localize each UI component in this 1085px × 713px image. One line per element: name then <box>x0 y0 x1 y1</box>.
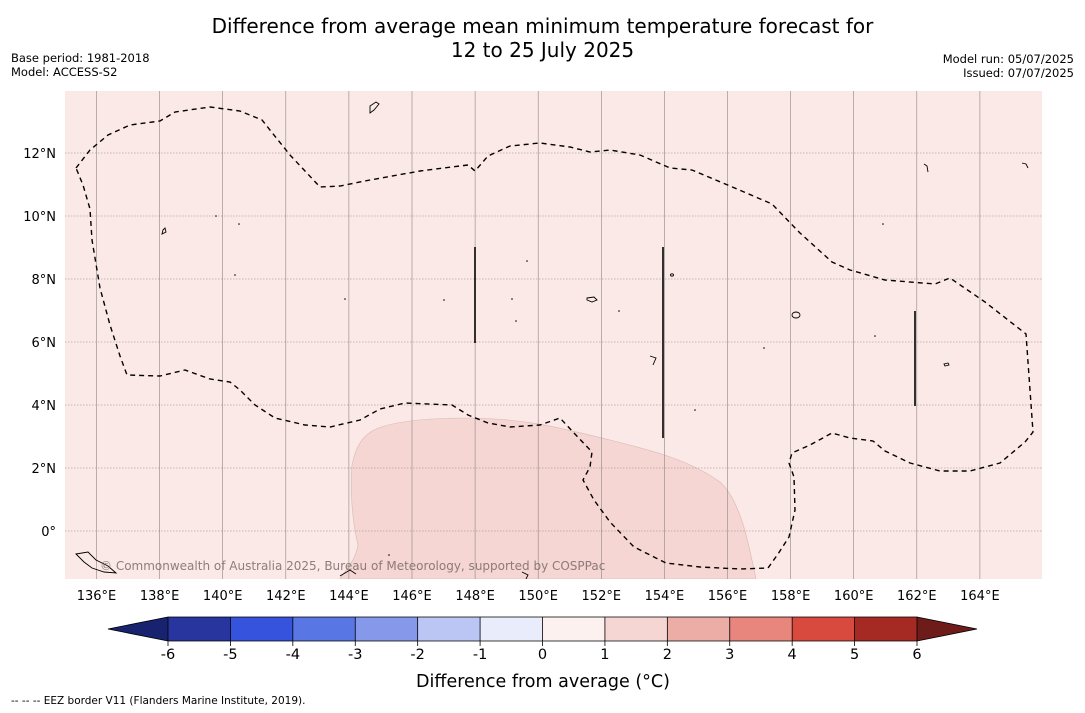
islet-dot <box>882 223 884 225</box>
islet-dot <box>694 409 696 411</box>
latitude-label: 10°N <box>23 210 56 225</box>
colorbar-tick-label: 5 <box>850 647 859 663</box>
longitude-label: 152°E <box>582 589 622 604</box>
colorbar-over-arrow <box>917 617 977 641</box>
longitude-label: 140°E <box>203 589 243 604</box>
colorbar-under-arrow <box>108 617 168 641</box>
islet-dot <box>238 223 240 225</box>
colorbar-cell <box>729 617 793 641</box>
model-run: Model run: 05/07/2025 <box>942 52 1074 66</box>
longitude-label: 154°E <box>645 589 685 604</box>
colorbar-tick-label: -1 <box>473 647 487 663</box>
longitude-labels: 136°E 138°E 140°E 142°E 144°E 146°E 148°E 150°E… <box>77 589 1000 604</box>
colorbar-tick-label: -6 <box>161 647 175 663</box>
island-outline <box>586 296 598 303</box>
latitude-label: 0° <box>41 525 56 540</box>
colorbar: -6 -5 -4 -3 -2 -1 0 1 2 3 4 5 6 Difference from aver… <box>107 616 978 692</box>
islet-dot <box>215 215 217 217</box>
longitude-label: 164°E <box>960 589 1000 604</box>
longitude-label: 138°E <box>140 589 180 604</box>
latitude-label: 4°N <box>32 399 57 414</box>
latitude-label: 8°N <box>32 273 57 288</box>
islet-dot <box>874 335 876 337</box>
colorbar-cells <box>168 617 918 641</box>
meta-right: Model run: 05/07/2025 Issued: 07/07/2025 <box>943 52 1074 80</box>
latitude-label: 12°N <box>23 147 56 162</box>
latitude-label: 2°N <box>32 462 57 477</box>
longitude-label: 148°E <box>455 589 495 604</box>
colorbar-cell <box>854 617 918 641</box>
longitude-gridlines <box>96 91 981 579</box>
colorbar-cell <box>480 617 543 641</box>
colorbar-tick-label: -4 <box>286 647 300 663</box>
colorbar-cell <box>168 617 231 641</box>
longitude-label: 142°E <box>266 589 306 604</box>
islet-dot <box>511 298 513 300</box>
issued-date: Issued: 07/07/2025 <box>963 66 1074 80</box>
colorbar-tick-label: -5 <box>223 647 237 663</box>
model-name: Model: ACCESS-S2 <box>11 65 118 79</box>
colorbar-tick-label: 6 <box>912 647 921 663</box>
colorbar-cell <box>292 617 356 641</box>
islet-dot <box>443 299 445 301</box>
islet-dot <box>526 260 528 262</box>
colorbar-cell <box>792 617 855 641</box>
longitude-label: 146°E <box>392 589 432 604</box>
small-islets <box>215 215 884 556</box>
colorbar-cell <box>542 617 606 641</box>
island-outline <box>521 571 529 579</box>
colorbar-tick-label: -3 <box>348 647 362 663</box>
map-title: Difference from average mean minimum tem… <box>0 14 1085 62</box>
colorbar-cell <box>230 617 294 641</box>
islet-dot <box>515 320 517 322</box>
island-outline <box>791 311 801 319</box>
island-outlines <box>75 101 1029 579</box>
longitude-label: 158°E <box>771 589 811 604</box>
colorbar-tick-label: -2 <box>410 647 424 663</box>
base-period: Base period: 1981-2018 <box>11 51 150 65</box>
colorbar-cell <box>667 617 731 641</box>
island-outline <box>649 355 657 366</box>
island-outline <box>670 273 674 277</box>
islet-dot <box>234 274 236 276</box>
island-outline <box>369 101 380 114</box>
copyright-watermark: © Commonwealth of Australia 2025, Bureau… <box>100 559 605 573</box>
colorbar-cell <box>604 617 668 641</box>
islet-dot <box>618 310 620 312</box>
longitude-label: 160°E <box>834 589 874 604</box>
longitude-label: 136°E <box>77 589 117 604</box>
island-outline <box>161 227 167 235</box>
meta-left: Base period: 1981-2018 Model: ACCESS-S2 <box>11 51 150 79</box>
colorbar-tick-label: 0 <box>538 647 547 663</box>
island-outline <box>75 551 118 574</box>
colorbar-tick-label: 1 <box>600 647 609 663</box>
colorbar-tick-label: 4 <box>788 647 797 663</box>
colorbar-tick-label: 2 <box>663 647 672 663</box>
islet-dot <box>763 347 765 349</box>
latitude-gridlines <box>65 152 1042 532</box>
title-line-2: 12 to 25 July 2025 <box>450 38 635 62</box>
latitude-label: 6°N <box>32 336 57 351</box>
longitude-label: 162°E <box>897 589 937 604</box>
longitude-label: 150°E <box>518 589 558 604</box>
island-outline <box>923 163 929 173</box>
islet-dot <box>388 554 390 556</box>
title-line-1: Difference from average mean minimum tem… <box>211 14 874 38</box>
colorbar-cell <box>355 617 418 641</box>
colorbar-tick-label: 3 <box>725 647 734 663</box>
latitude-labels: 12°N 10°N 8°N 6°N 4°N 2°N 0° <box>23 147 56 540</box>
colorbar-ticks: -6 -5 -4 -3 -2 -1 0 1 2 3 4 5 6 <box>161 617 922 663</box>
eez-border-dashed <box>75 106 1034 570</box>
island-outline <box>339 569 357 577</box>
island-outline <box>943 362 950 367</box>
colorbar-cell <box>417 617 481 641</box>
longitude-label: 156°E <box>708 589 748 604</box>
footnote: -- -- -- EEZ border V11 (Flanders Marine… <box>11 695 306 707</box>
colorbar-label: Difference from average (°C) <box>416 672 670 692</box>
island-outline <box>1021 162 1029 169</box>
islet-dot <box>344 298 346 300</box>
longitude-label: 144°E <box>329 589 369 604</box>
